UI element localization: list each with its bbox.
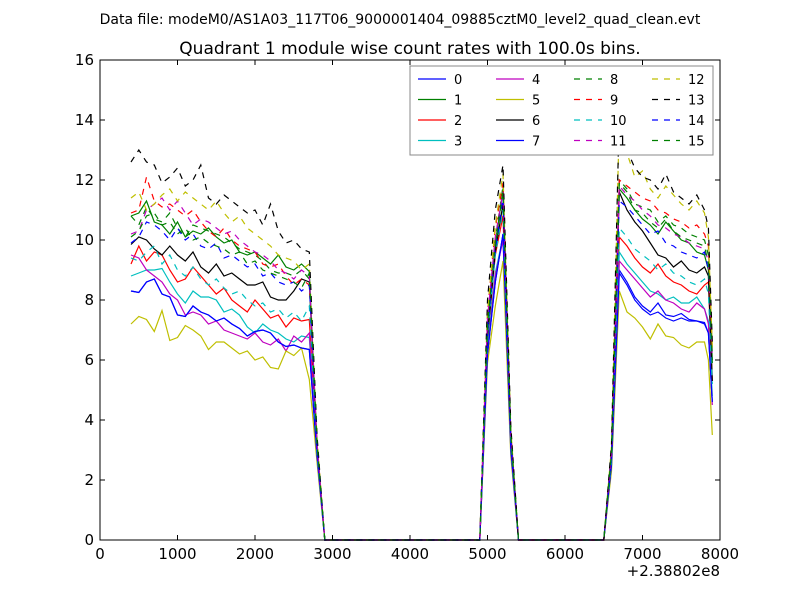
legend-label-9: 9 (610, 94, 618, 109)
y-tick-label: 0 (84, 531, 94, 549)
legend-label-1: 1 (454, 94, 462, 109)
y-tick-label: 10 (75, 231, 94, 249)
legend-label-6: 6 (532, 114, 540, 129)
y-tick-label: 6 (84, 351, 94, 369)
y-tick-label: 4 (84, 411, 94, 429)
legend-label-5: 5 (532, 94, 540, 109)
x-tick-label: 5000 (468, 545, 506, 563)
legend-label-2: 2 (454, 114, 462, 129)
x-tick-label: 4000 (391, 545, 429, 563)
legend-label-11: 11 (610, 135, 627, 150)
axes-layer: 0 1000 2000 3000 4000 5000 6000 7000 80000246810… (75, 51, 739, 563)
legend-label-13: 13 (688, 94, 705, 109)
y-tick-label: 16 (75, 51, 94, 69)
legend-box (409, 65, 714, 156)
legend-label-3: 3 (454, 135, 462, 150)
x-tick-label: 6000 (546, 545, 584, 563)
y-tick-label: 2 (84, 471, 94, 489)
legend-label-0: 0 (454, 73, 462, 88)
x-tick-label: 2000 (236, 545, 274, 563)
legend-label-15: 15 (688, 135, 705, 150)
legend-label-8: 8 (610, 73, 618, 88)
legend-label-10: 10 (610, 114, 627, 129)
x-tick-label: 1000 (158, 545, 196, 563)
x-tick-label: 3000 (313, 545, 351, 563)
legend-label-7: 7 (532, 135, 540, 150)
x-offset-label: +2.38802e8 (627, 562, 720, 580)
x-tick-label: 0 (95, 545, 105, 563)
legend-label-14: 14 (688, 114, 705, 129)
x-tick-label: 7000 (623, 545, 661, 563)
y-tick-label: 8 (84, 291, 94, 309)
series-line-11 (130, 184, 713, 541)
series-line-9 (130, 174, 713, 541)
x-tick-label: 8000 (701, 545, 739, 563)
legend-label-4: 4 (532, 73, 540, 88)
plot-frame (99, 59, 721, 541)
chart-suptitle: Data file: modeM0/AS1A03_117T06_90000014… (100, 12, 701, 28)
legend-label-12: 12 (688, 73, 705, 88)
y-tick-label: 12 (75, 171, 94, 189)
chart-title: Quadrant 1 module wise count rates with … (179, 39, 640, 59)
y-tick-label: 14 (75, 111, 94, 129)
